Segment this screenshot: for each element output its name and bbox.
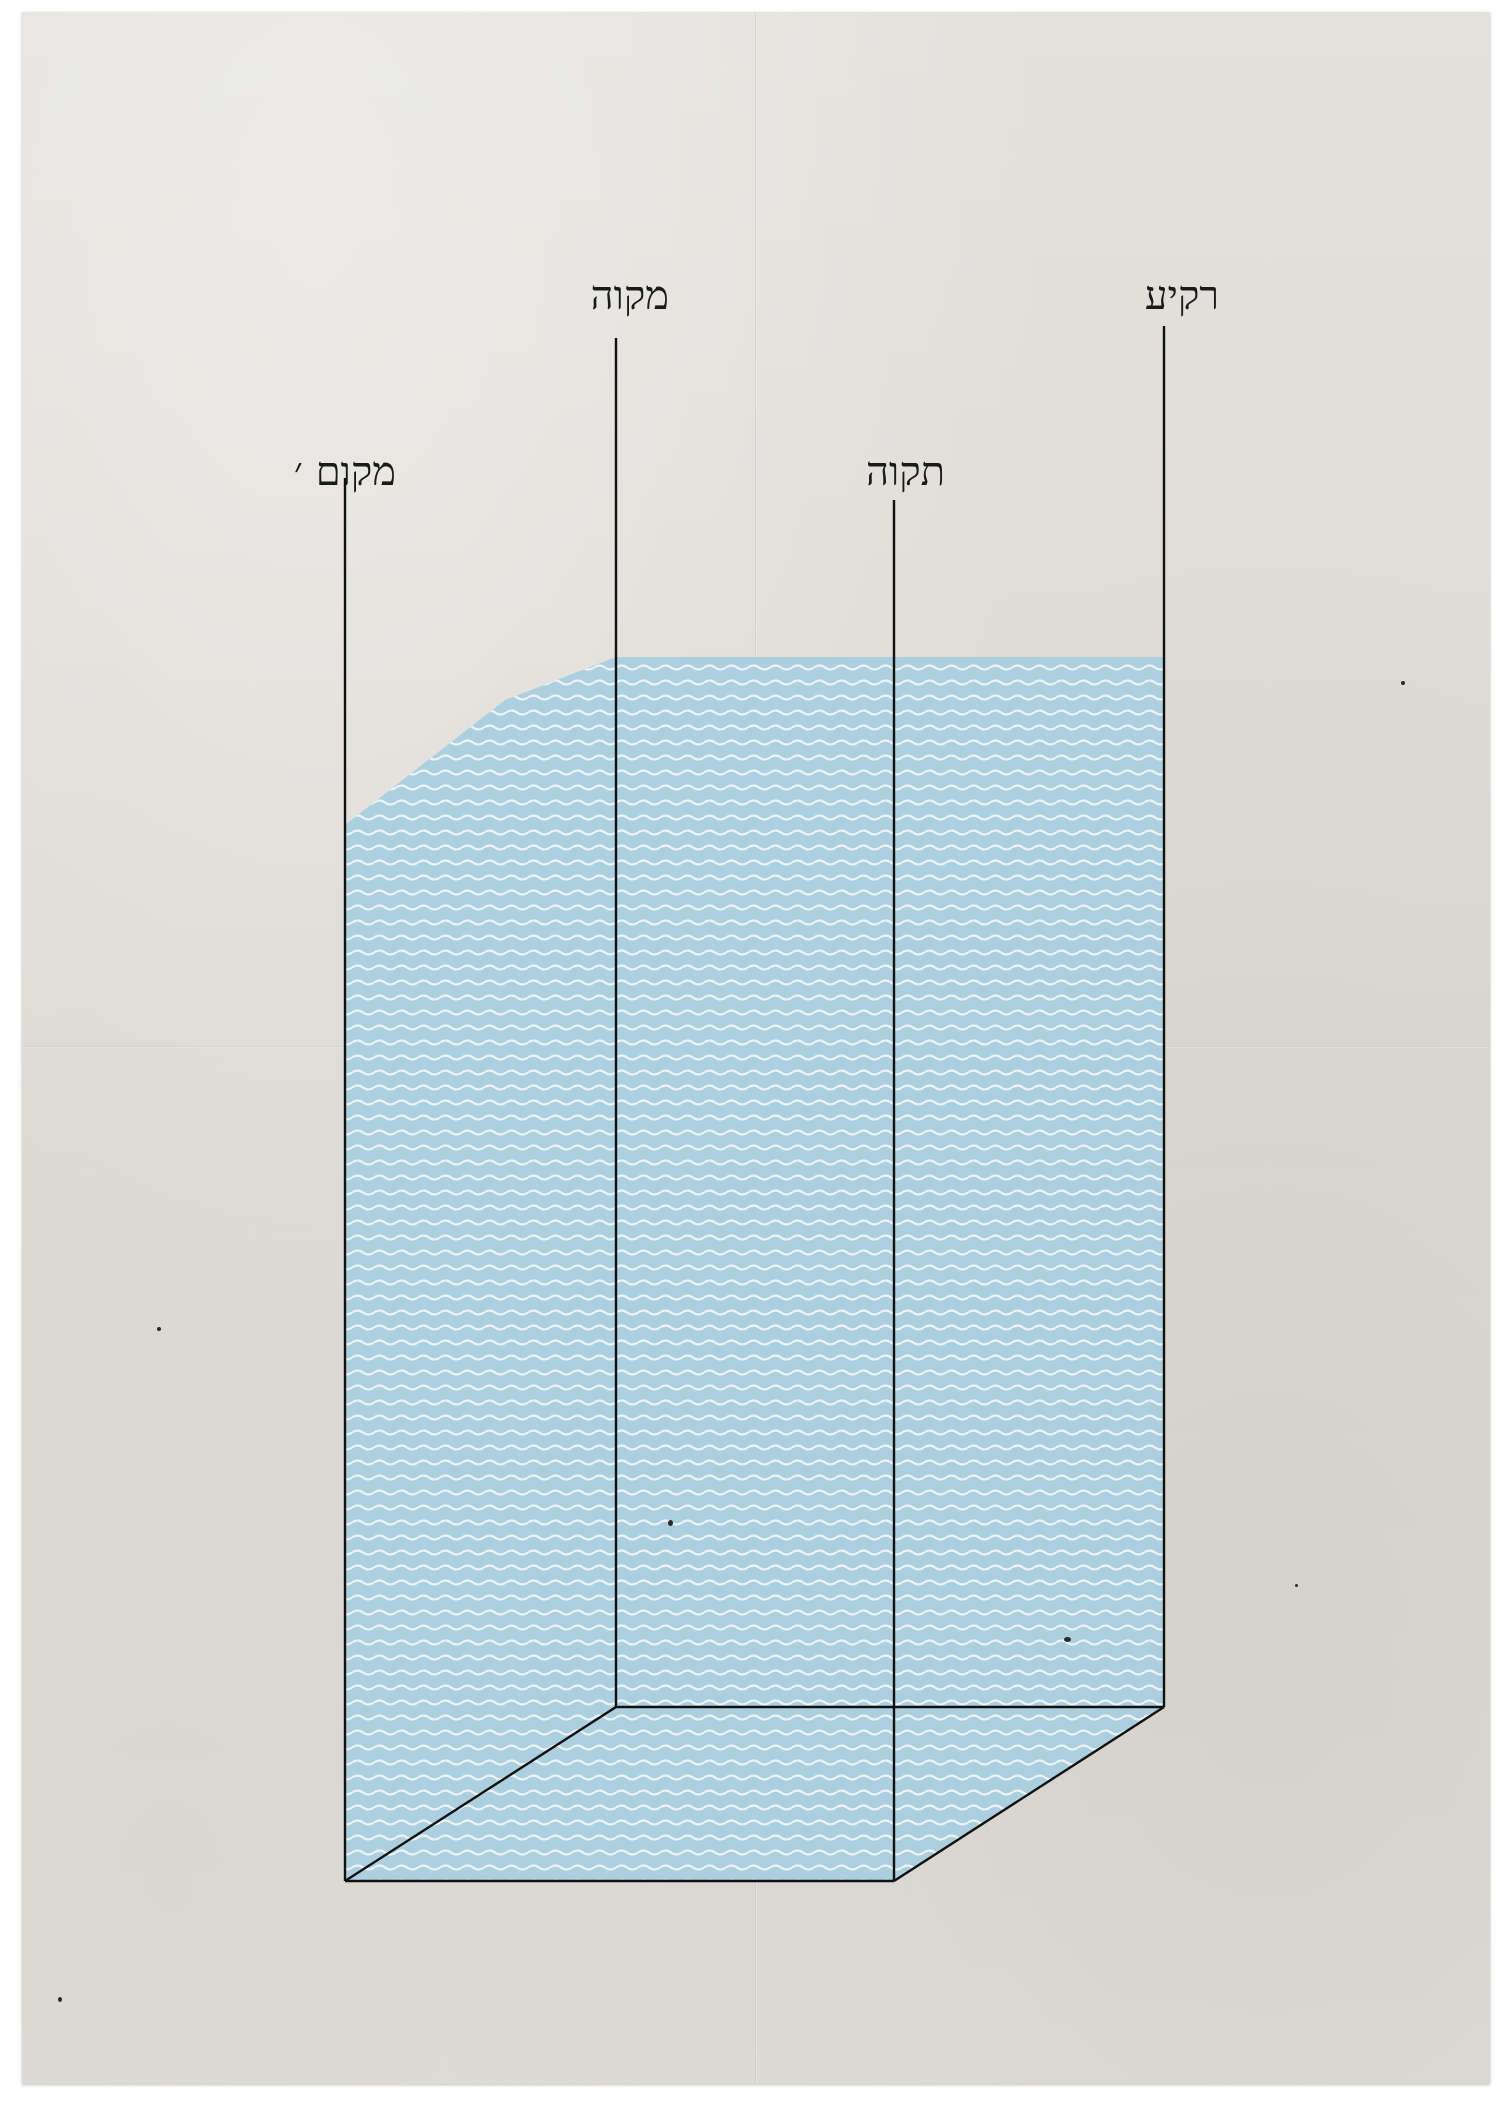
paper-speck — [1295, 1584, 1298, 1587]
paper-speck — [668, 1520, 673, 1526]
paper-speck — [58, 1997, 62, 2002]
bottom-left-edge — [344, 1705, 617, 1883]
paper-speck — [1401, 681, 1405, 685]
water-volume — [345, 657, 1164, 1881]
label-tikva: תקוה — [865, 449, 945, 495]
label-mikom: מקום ׳ — [293, 449, 396, 495]
label-rakia: רקיע — [1144, 273, 1219, 319]
paper-speck — [1064, 1637, 1071, 1642]
bottom-right-edge — [893, 1705, 1165, 1883]
paper-speck — [157, 1327, 161, 1331]
label-mikve: מקוה — [590, 273, 669, 319]
